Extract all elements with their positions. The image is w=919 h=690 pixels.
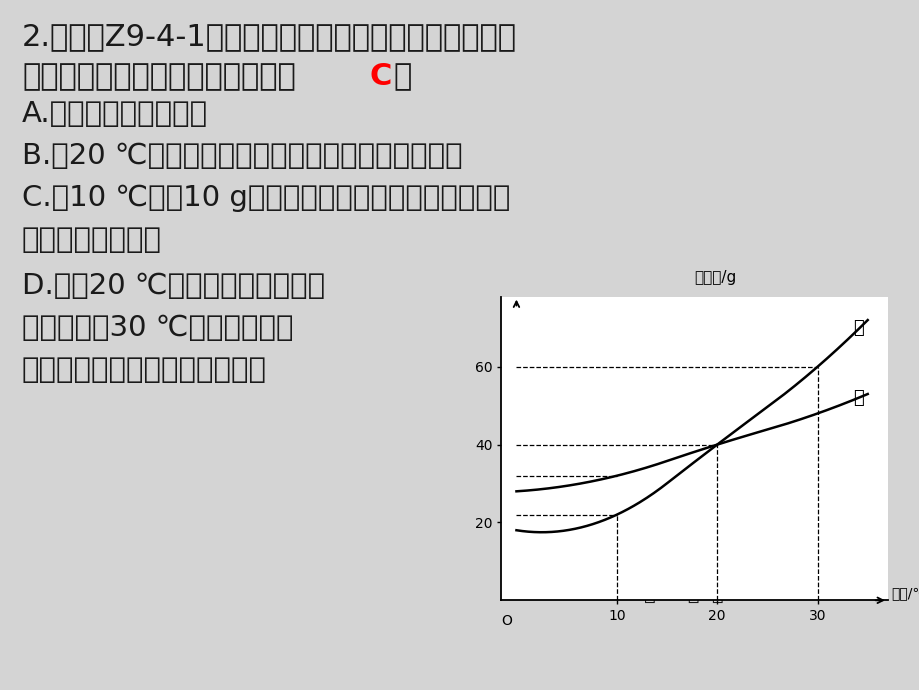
- Text: A.　乙的溶解度大于甲: A. 乙的溶解度大于甲: [22, 100, 208, 128]
- Text: 温度/℃: 温度/℃: [891, 586, 919, 600]
- Text: 图 Z9－4－1: 图 Z9－4－1: [643, 585, 735, 604]
- Text: ）: ）: [392, 62, 411, 91]
- Text: 甲: 甲: [852, 389, 863, 407]
- Text: 溶解度/g: 溶解度/g: [694, 270, 736, 284]
- Text: O: O: [501, 614, 511, 628]
- Text: C.　10 ℃时，10 g水中分别溶解甲、乙达到饱和，溶: C. 10 ℃时，10 g水中分别溶解甲、乙达到饱和，溶: [22, 184, 510, 212]
- Text: 溶质质量分数大小关系为甲＜乙: 溶质质量分数大小关系为甲＜乙: [22, 356, 267, 384]
- Text: B.　20 ℃时甲、乙两种溶液中溶质的质量分数相等: B. 20 ℃时甲、乙两种溶液中溶质的质量分数相等: [22, 142, 462, 170]
- Text: C: C: [369, 62, 391, 91]
- Text: 溶解度曲线。下列说法正确的是（: 溶解度曲线。下列说法正确的是（: [22, 62, 295, 91]
- Text: 升高温度至30 ℃，所得溶液的: 升高温度至30 ℃，所得溶液的: [22, 314, 293, 342]
- Text: D.　将20 ℃时甲、乙的饱和溶液: D. 将20 ℃时甲、乙的饱和溶液: [22, 272, 324, 300]
- Text: 2.　如图Z9-4-1为甲、乙两种物质（均不含结晶水）的: 2. 如图Z9-4-1为甲、乙两种物质（均不含结晶水）的: [22, 22, 516, 51]
- Text: 乙: 乙: [852, 319, 863, 337]
- Text: 解较多的物质是甲: 解较多的物质是甲: [22, 226, 162, 254]
